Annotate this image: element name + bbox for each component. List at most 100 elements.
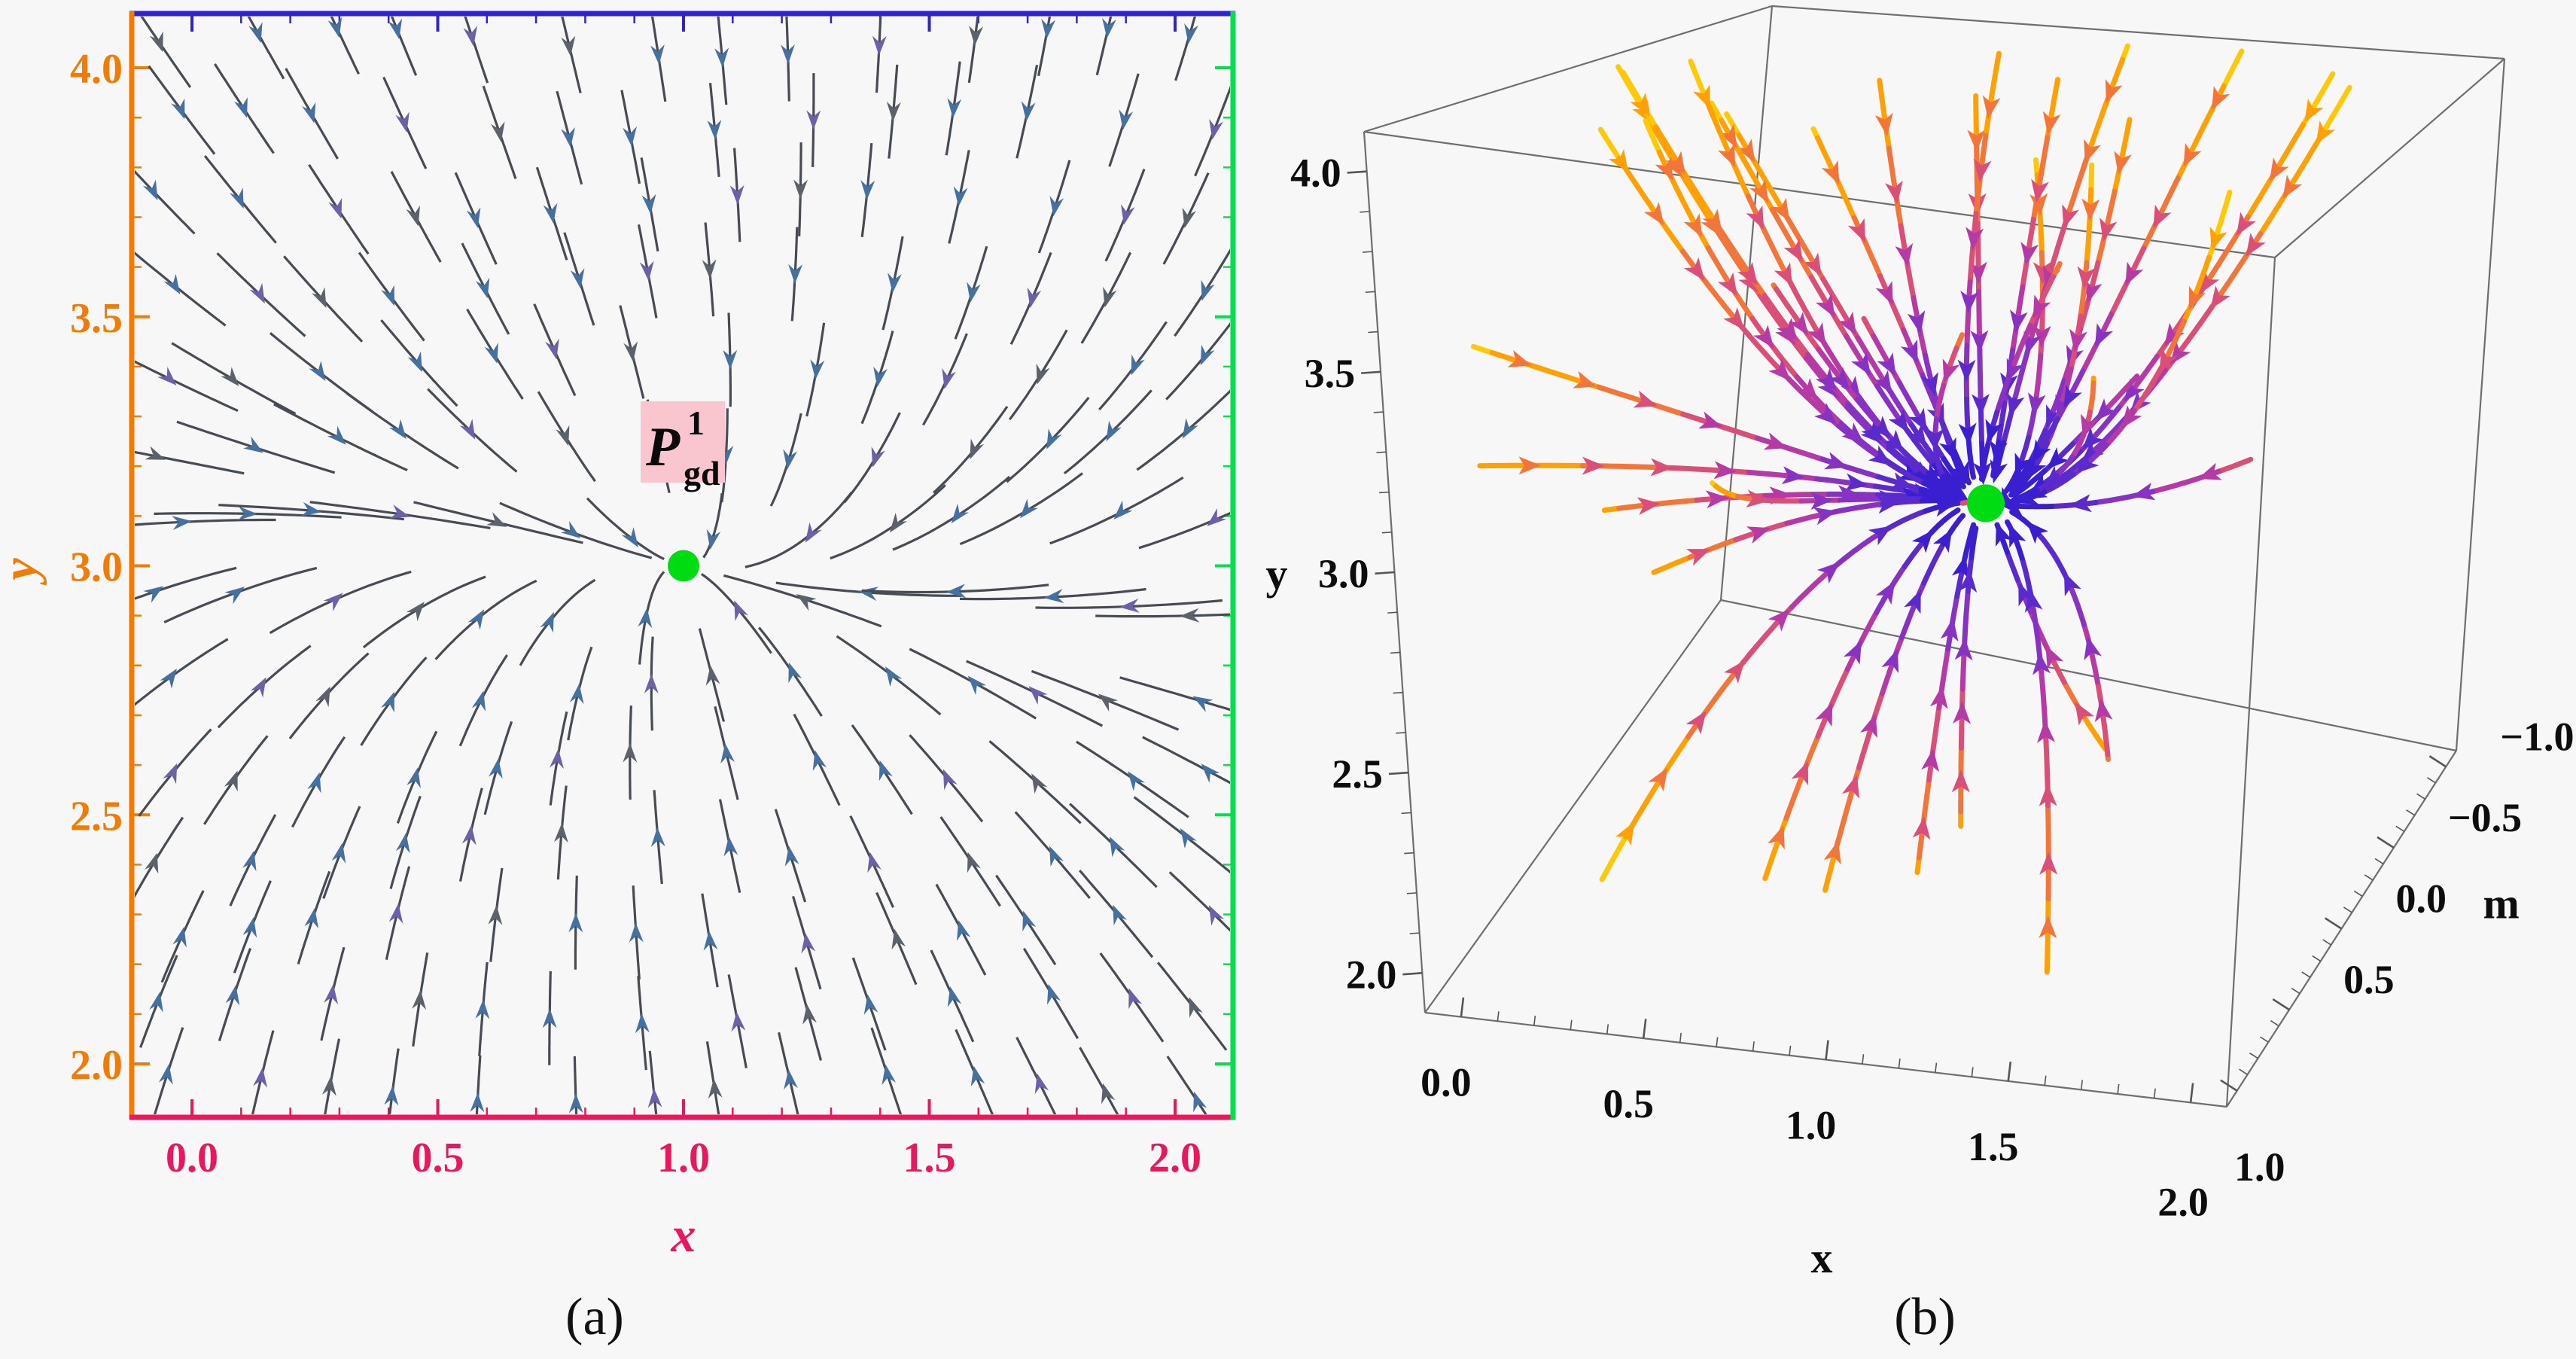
arrowhead-3d: [1615, 821, 1635, 846]
arrowhead: [149, 31, 163, 53]
streamline-3d: [1996, 400, 2008, 445]
streamline-3d: [1819, 456, 1881, 480]
streamline-3d: [2084, 187, 2094, 266]
arrowhead-3d: [1518, 456, 1542, 475]
streamline-3d: [2044, 896, 2051, 975]
arrowhead: [243, 436, 263, 453]
arrowhead: [873, 366, 888, 388]
arrowhead: [406, 205, 420, 227]
arrowhead-3d: [1837, 311, 1857, 336]
streamline-3d: [1877, 78, 1892, 151]
arrowhead-3d: [1813, 507, 1838, 526]
arrowhead-3d: [1982, 95, 2001, 120]
arrowhead: [886, 101, 901, 122]
arrowhead: [412, 989, 427, 1010]
streamline: [1119, 676, 1230, 711]
arrowhead-3d: [1954, 637, 1973, 661]
y-tick-label-3d: 3.0: [1318, 551, 1369, 596]
streamline-3d: [1832, 501, 1886, 515]
arrowhead: [1201, 279, 1215, 301]
box-edge: [2455, 58, 2506, 751]
arrowhead-3d: [1940, 617, 1959, 642]
arrowhead: [647, 1088, 662, 1108]
arrowhead-3d: [2042, 111, 2061, 136]
arrowhead-3d: [2075, 451, 2099, 474]
arrowhead-3d: [1929, 685, 1948, 709]
arrowhead: [556, 425, 570, 446]
streamline-3d: [1774, 286, 1822, 352]
arrowhead: [1209, 119, 1223, 140]
x-tick-label: 1.0: [657, 1135, 710, 1181]
x-tick-label-3d: 1.0: [1786, 1103, 1837, 1148]
streamline-3d: [2009, 503, 2054, 510]
arrowhead-3d: [1637, 497, 1661, 515]
arrowhead: [1043, 589, 1064, 603]
streamline-3d: [1861, 315, 1876, 339]
streamline-3d: [1596, 384, 1686, 417]
x-tick-label: 0.5: [412, 1135, 464, 1181]
arrowhead: [947, 986, 962, 1007]
panel-b-3d-stream-plot: 2.02.53.03.54.00.0 0.5 1.0 1.52.0−1.0−0.50.…: [1266, 5, 2574, 1282]
panel-a-y-axis-title: y: [0, 558, 47, 586]
arrowhead: [459, 419, 476, 440]
arrowhead: [568, 913, 583, 933]
arrowhead-3d: [2010, 309, 2028, 334]
y-tick-label: 4.0: [70, 46, 123, 93]
panel-a-2d-stream-plot: 0.0 0.5 1.0 1.5 2.0 2.0 2.5 3.0 3.5 4.0 P 1 gd: [70, 11, 1236, 1181]
streamline-3d: [1783, 733, 1821, 821]
tick: [1497, 1011, 1500, 1022]
streamline: [135, 566, 237, 600]
arrowhead: [1031, 773, 1048, 794]
arrowhead: [1182, 207, 1196, 229]
arrowhead: [805, 522, 822, 543]
streamline-3d: [1935, 405, 1954, 452]
arrowhead: [1106, 420, 1122, 442]
streamline-3d: [2036, 531, 2068, 577]
tick: [1347, 170, 1367, 174]
arrowhead-3d: [2062, 204, 2079, 229]
arrowhead-3d: [1768, 824, 1785, 850]
streamline-3d: [2008, 488, 2041, 504]
arrowhead-3d: [2039, 783, 2057, 806]
arrowhead-3d: [2246, 233, 2266, 257]
arrowhead: [1028, 686, 1048, 705]
tick: [1401, 812, 1411, 815]
streamline-3d: [1977, 347, 1984, 407]
arrowhead-3d: [1630, 93, 1650, 117]
arrowhead-3d: [2209, 227, 2227, 251]
streamline: [1095, 613, 1230, 618]
arrowhead-3d: [2046, 404, 2063, 429]
arrowhead-3d: [2031, 178, 2049, 203]
arrowhead-3d: [2236, 212, 2256, 236]
arrowhead: [568, 1093, 583, 1114]
x-tick-label-3d: 0.5: [1603, 1081, 1654, 1126]
arrowhead-3d: [1872, 370, 1892, 395]
arrowhead-3d: [1713, 461, 1737, 480]
arrowhead-3d: [2039, 916, 2057, 939]
arrowhead: [145, 852, 159, 874]
arrowhead-3d: [1860, 713, 1877, 739]
streamline-3d: [1905, 428, 1938, 468]
arrowhead-3d: [2316, 120, 2336, 145]
arrowhead-3d: [2075, 702, 2095, 726]
streamline-3d: [2045, 803, 2051, 902]
tick: [2117, 1083, 2120, 1095]
streamline-3d: [2008, 322, 2033, 373]
arrowhead: [970, 1065, 985, 1087]
y-tick-label-3d: 3.5: [1305, 351, 1356, 396]
streamline-3d: [2221, 48, 2245, 89]
arrowhead: [312, 287, 327, 309]
arrowhead-3d: [1844, 473, 1868, 492]
arrowhead: [872, 35, 887, 56]
panel-b-x-axis-title: x: [1811, 1233, 1833, 1282]
arrowhead-3d: [1841, 774, 1859, 799]
tick: [2260, 1036, 2269, 1043]
arrowhead-3d: [1970, 330, 1989, 353]
arrowhead: [1109, 836, 1125, 858]
arrowhead-3d: [2081, 413, 2099, 438]
panel-b-y-axis-title: y: [1266, 550, 1288, 599]
arrowhead-3d: [1958, 422, 1977, 446]
caption-a: (a): [565, 1288, 624, 1346]
streamline-3d: [1746, 469, 1820, 482]
arrowhead: [323, 593, 343, 611]
